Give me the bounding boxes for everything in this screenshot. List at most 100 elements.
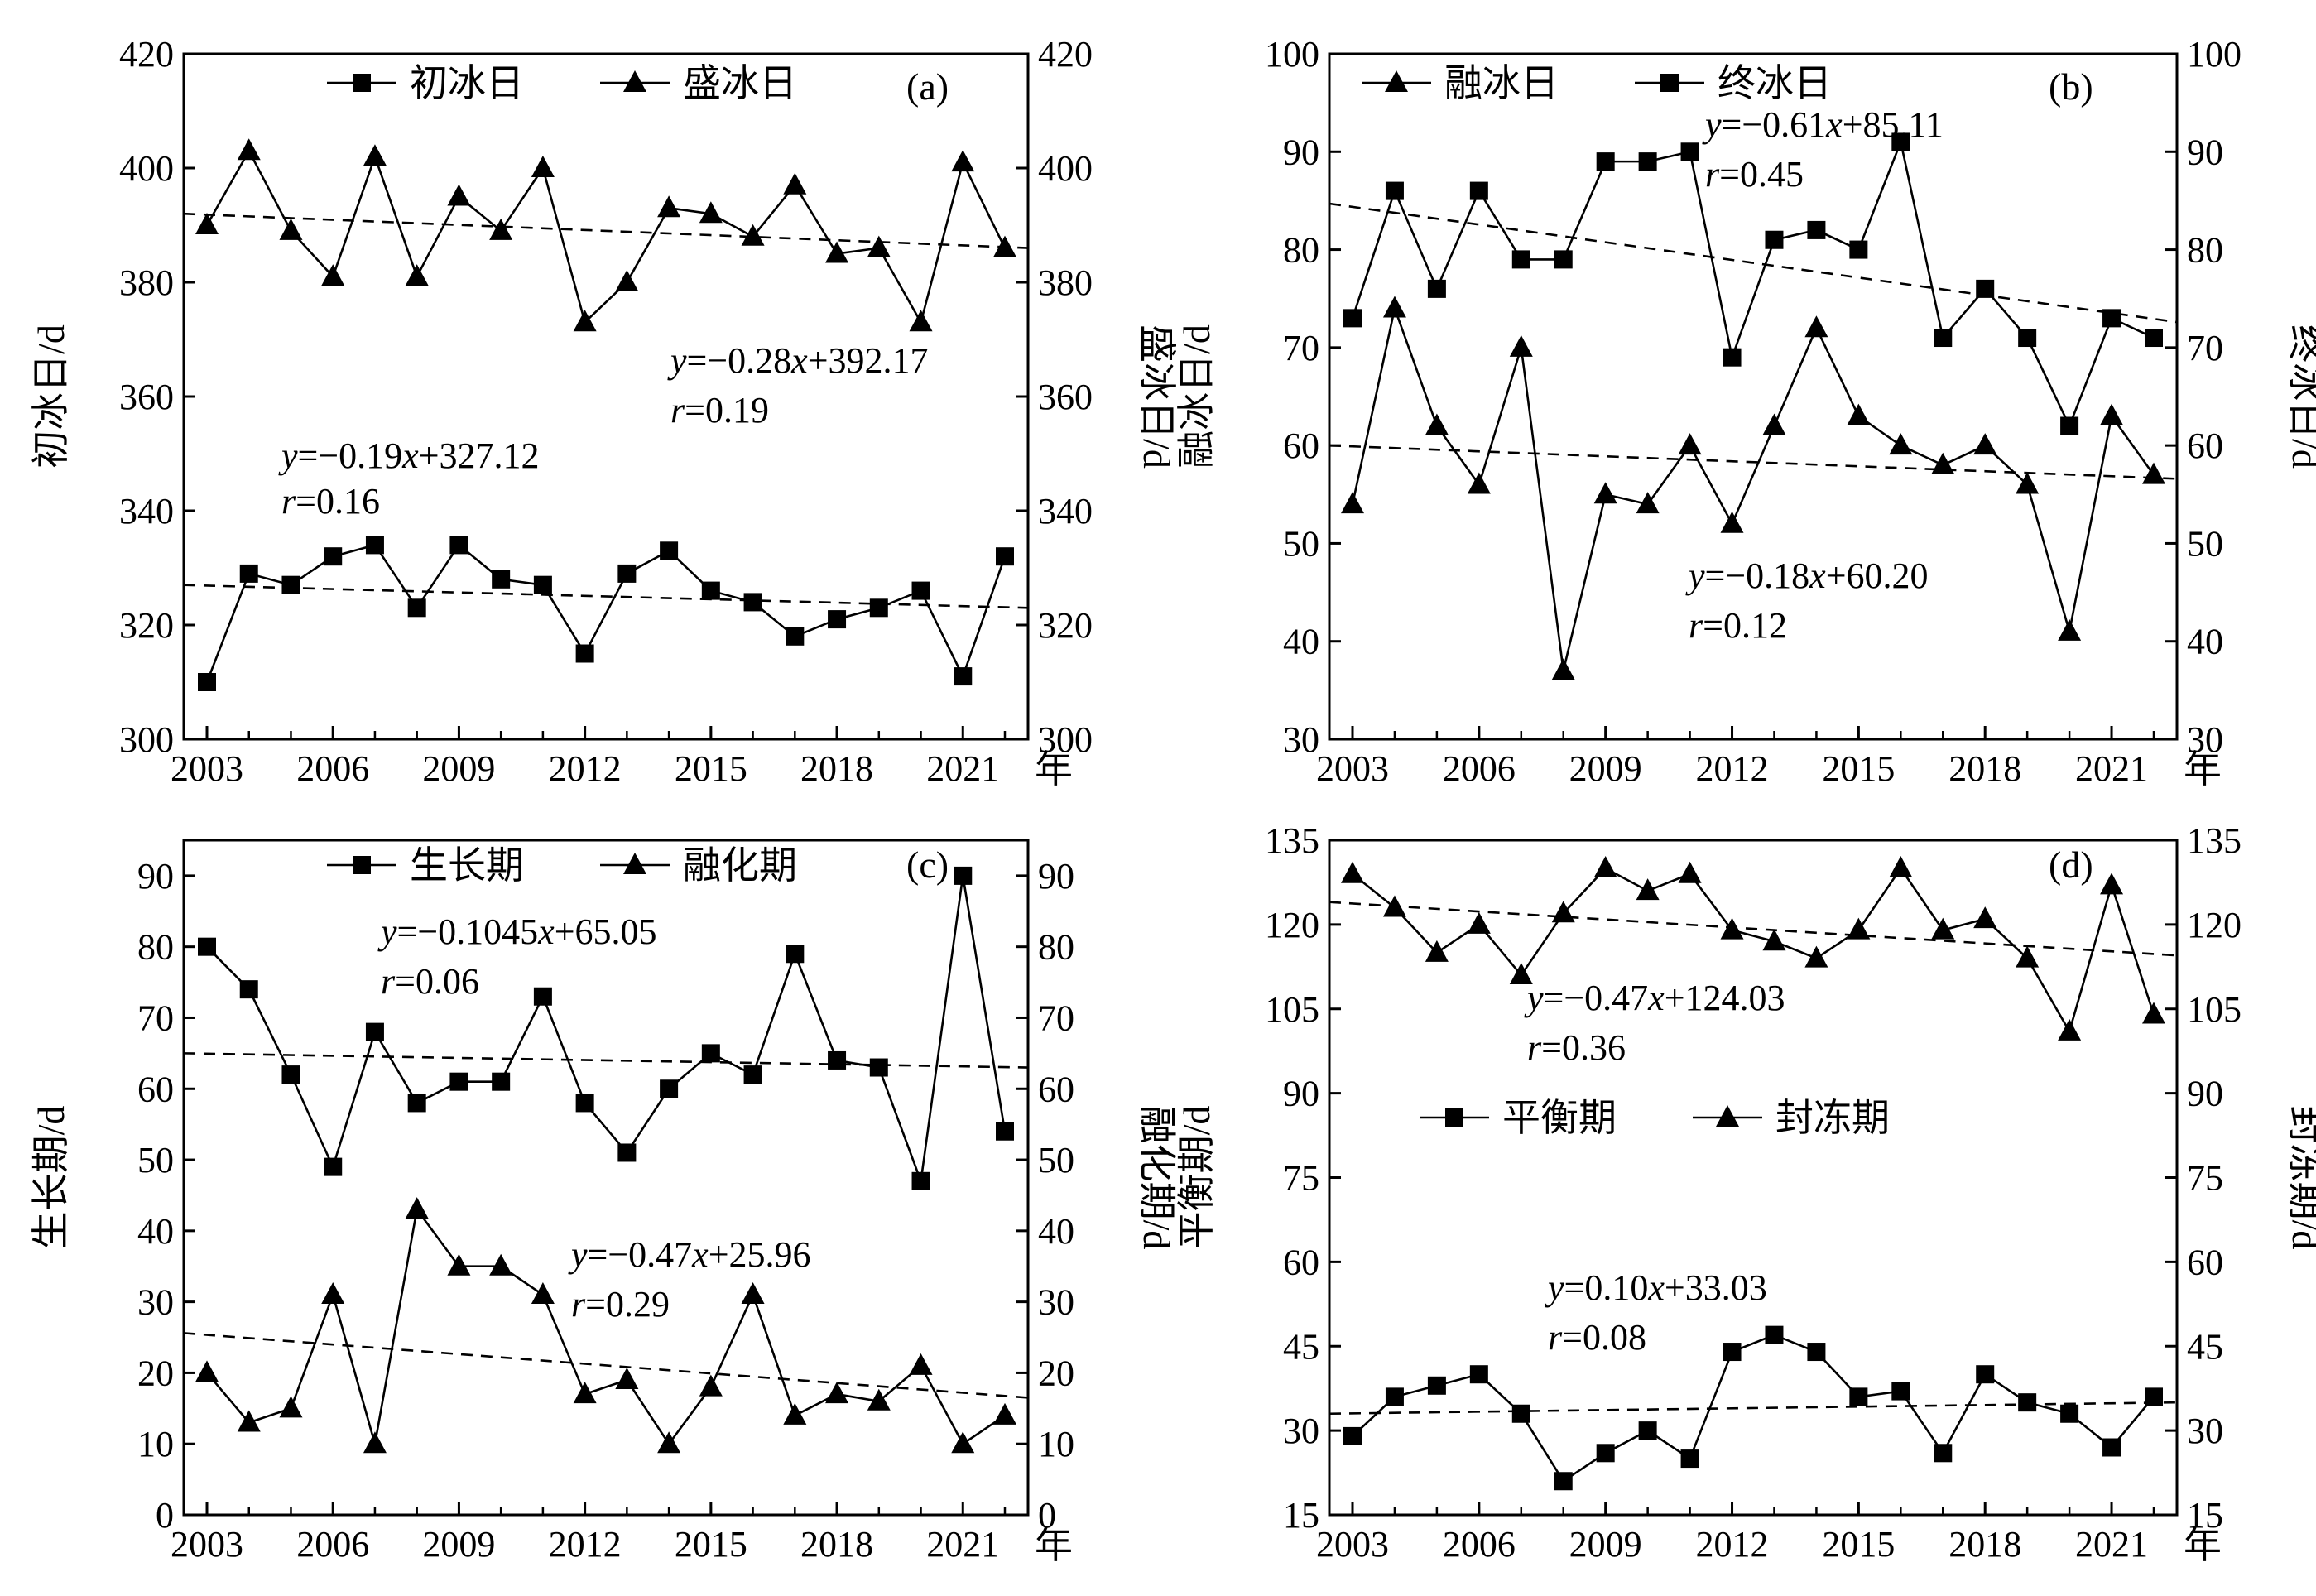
data-point — [911, 581, 930, 600]
data-point — [2058, 1018, 2082, 1041]
x-tick-label: 2003 — [171, 748, 243, 789]
y-tick-label-left: 0 — [156, 1495, 174, 1536]
data-point — [1849, 1387, 1868, 1406]
panel-label: (a) — [906, 65, 949, 108]
data-point — [1765, 1325, 1784, 1344]
data-point — [993, 235, 1016, 257]
data-point — [996, 1122, 1014, 1141]
data-point — [1678, 861, 1702, 883]
data-point — [281, 1065, 300, 1084]
y-tick-label-right: 50 — [2187, 523, 2223, 564]
data-point — [449, 1072, 468, 1091]
legend-marker — [623, 70, 646, 92]
y-tick-label-left: 360 — [119, 377, 174, 417]
data-point — [1593, 482, 1617, 504]
data-point — [1511, 1404, 1530, 1423]
data-point — [198, 673, 216, 691]
x-tick-label: 2009 — [1569, 1524, 1642, 1565]
y-tick-label-right: 90 — [1038, 856, 1074, 897]
y-tick-label-left: 300 — [119, 719, 174, 760]
y-tick-label-right: 60 — [1038, 1069, 1074, 1109]
trend-equation: y=0.10x+33.03 — [1545, 1267, 1767, 1308]
data-point — [660, 1079, 679, 1098]
plot-frame — [1328, 52, 2179, 741]
data-point — [1385, 181, 1404, 200]
y-tick-label-left: 70 — [137, 997, 174, 1038]
plot-frame — [1328, 839, 2179, 1517]
data-point — [1723, 1343, 1742, 1362]
data-point — [1934, 1444, 1953, 1463]
x-tick-label: 2021 — [2075, 1524, 2148, 1565]
data-point — [239, 564, 258, 583]
trend-r-value: r=0.06 — [381, 961, 479, 1002]
trend-line — [183, 584, 1029, 609]
x-tick-label: 2009 — [422, 1524, 495, 1565]
legend-marker — [623, 853, 646, 874]
data-point — [575, 1094, 594, 1113]
y-tick-label-left: 340 — [119, 491, 174, 531]
x-tick-label: 2006 — [1443, 1524, 1516, 1565]
data-point — [279, 1396, 303, 1418]
data-point — [1891, 1382, 1910, 1401]
x-tick-label: 2018 — [1948, 748, 2021, 789]
data-point — [321, 1282, 345, 1305]
y-tick-label-right: 400 — [1038, 148, 1093, 189]
trend-equation: y=−0.47x+124.03 — [1524, 978, 1785, 1018]
y-tick-label-left: 50 — [137, 1140, 174, 1180]
data-point — [365, 536, 384, 555]
data-point — [321, 264, 345, 286]
data-point — [447, 1253, 471, 1276]
y-axis-title-right: 终冰日/d — [2285, 324, 2316, 469]
data-point — [2016, 945, 2040, 968]
y-tick-label-left: 380 — [119, 262, 174, 303]
data-point — [1385, 1387, 1404, 1406]
data-point — [2060, 416, 2079, 435]
data-point — [2100, 873, 2124, 895]
y-tick-label-right: 90 — [2187, 1074, 2223, 1114]
data-point — [786, 945, 805, 964]
series-line — [205, 148, 1007, 325]
y-tick-label-left: 60 — [1283, 1242, 1319, 1282]
y-tick-label-right: 30 — [2187, 719, 2223, 760]
x-tick-label: 2015 — [1822, 748, 1895, 789]
y-tick-label-right: 50 — [1038, 1140, 1074, 1180]
data-point — [869, 598, 888, 618]
legend-marker — [1716, 1105, 1739, 1127]
legend-label: 融化期 — [683, 844, 797, 887]
data-point — [909, 310, 933, 332]
data-point — [1509, 334, 1533, 357]
y-tick-label-left: 420 — [119, 34, 174, 75]
data-point — [1807, 1343, 1826, 1362]
x-tick-label: 2006 — [1443, 748, 1516, 789]
data-point — [573, 310, 597, 332]
y-tick-label-right: 30 — [2187, 1411, 2223, 1451]
data-point — [2142, 1002, 2165, 1024]
data-point — [783, 172, 807, 195]
x-tick-label: 2006 — [296, 1524, 369, 1565]
data-point — [1847, 917, 1871, 940]
series-line — [206, 1206, 1006, 1446]
x-tick-label: 2021 — [926, 1524, 999, 1565]
x-tick-label: 2009 — [1569, 748, 1642, 789]
data-point — [1554, 250, 1573, 269]
trend-equation: y=−0.18x+60.20 — [1685, 555, 1929, 596]
data-point — [407, 598, 426, 618]
x-tick-label: 2012 — [549, 1524, 622, 1565]
panel-d: 15 15 30 30 45 45 60 60 75 75 90 90 105 105 120 120 135 1… — [1175, 820, 2316, 1566]
x-tick-label: 2003 — [1316, 1524, 1389, 1565]
y-tick-label-left: 90 — [137, 856, 174, 897]
data-point — [531, 156, 555, 177]
data-point — [828, 1050, 847, 1070]
data-point — [951, 1431, 975, 1454]
x-tick-label: 2012 — [1696, 1524, 1769, 1565]
data-point — [1511, 250, 1530, 269]
data-point — [489, 218, 513, 240]
y-tick-label-left: 75 — [1283, 1158, 1319, 1199]
data-point — [741, 1282, 765, 1305]
data-point — [1341, 861, 1364, 883]
data-point — [2145, 1387, 2163, 1406]
data-point — [657, 195, 681, 218]
y-tick-label-left: 320 — [119, 605, 174, 646]
legend-marker — [353, 74, 371, 92]
data-point — [1680, 1449, 1699, 1469]
